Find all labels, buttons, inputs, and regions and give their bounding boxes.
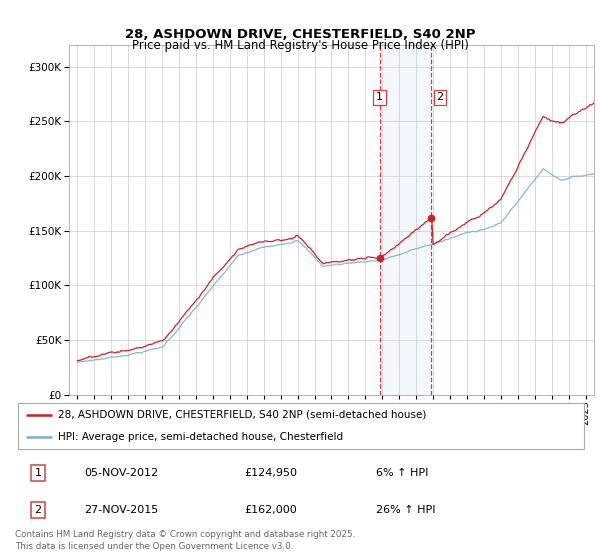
Text: 05-NOV-2012: 05-NOV-2012 (84, 468, 158, 478)
FancyBboxPatch shape (18, 404, 584, 449)
Text: £124,950: £124,950 (244, 468, 297, 478)
Text: Price paid vs. HM Land Registry's House Price Index (HPI): Price paid vs. HM Land Registry's House … (131, 39, 469, 53)
Text: 2: 2 (34, 505, 41, 515)
Text: 2: 2 (436, 92, 443, 102)
Text: 6% ↑ HPI: 6% ↑ HPI (376, 468, 428, 478)
Text: £162,000: £162,000 (244, 505, 297, 515)
Text: HPI: Average price, semi-detached house, Chesterfield: HPI: Average price, semi-detached house,… (58, 432, 343, 442)
Bar (380, 45, 431, 395)
Text: 1: 1 (34, 468, 41, 478)
Text: 28, ASHDOWN DRIVE, CHESTERFIELD, S40 2NP: 28, ASHDOWN DRIVE, CHESTERFIELD, S40 2NP (125, 28, 475, 41)
Text: 1: 1 (376, 92, 383, 102)
Text: Contains HM Land Registry data © Crown copyright and database right 2025.
This d: Contains HM Land Registry data © Crown c… (15, 530, 355, 551)
Text: 26% ↑ HPI: 26% ↑ HPI (376, 505, 436, 515)
Text: 27-NOV-2015: 27-NOV-2015 (84, 505, 158, 515)
Text: 28, ASHDOWN DRIVE, CHESTERFIELD, S40 2NP (semi-detached house): 28, ASHDOWN DRIVE, CHESTERFIELD, S40 2NP… (58, 410, 427, 420)
